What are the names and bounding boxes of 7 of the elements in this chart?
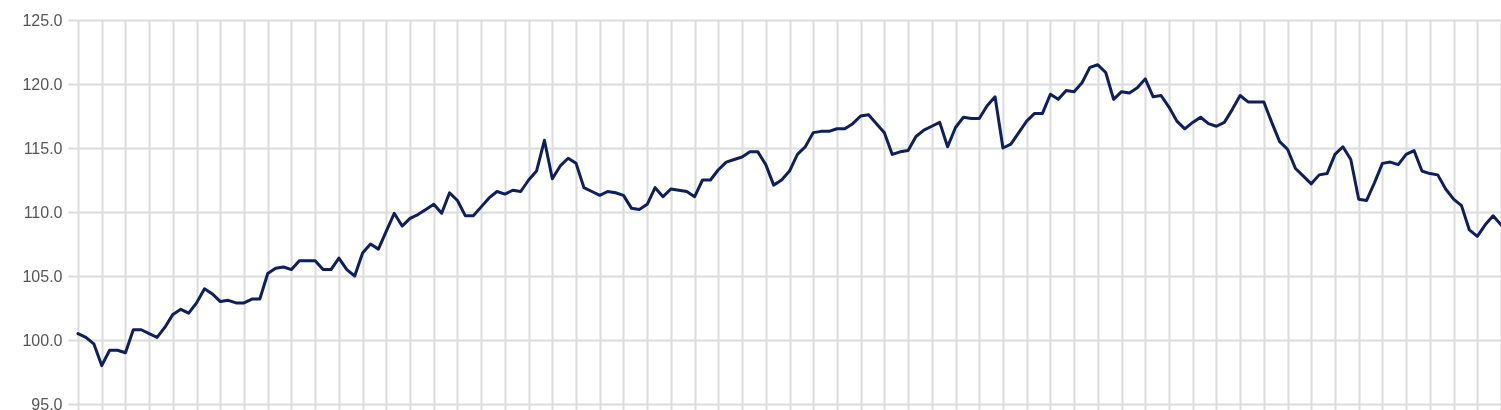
y-tick-label: 115.0 — [23, 139, 63, 157]
y-tick-label: 100.0 — [22, 331, 63, 349]
y-tick-label: 120.0 — [22, 75, 63, 93]
y-tick-label: 125.0 — [22, 11, 63, 29]
y-tick-label: 105.0 — [22, 267, 63, 285]
y-tick-label: 95.0 — [31, 395, 63, 410]
y-tick-label: 110.0 — [23, 203, 63, 221]
